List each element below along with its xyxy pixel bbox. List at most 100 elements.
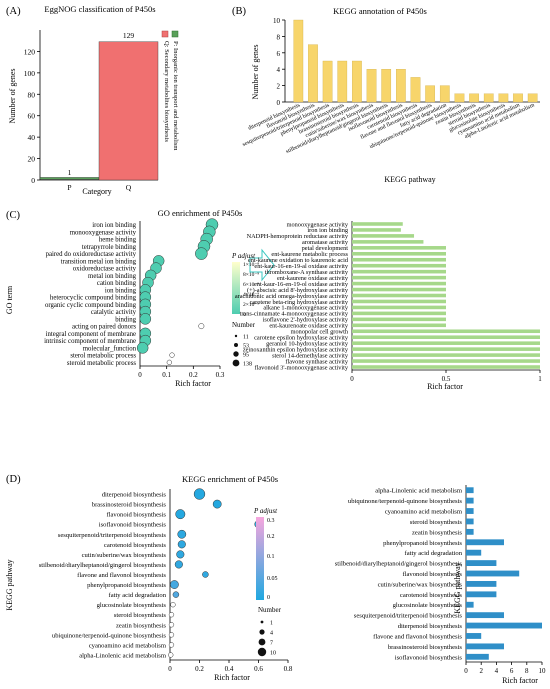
panel-c-colorbar — [232, 262, 240, 314]
d-colorbar-title: P adjust — [253, 507, 278, 515]
panel-c-right-xtick-label: 0 — [350, 375, 354, 383]
panel-d-pathway-label: ubiquinone/terpenoid-quinone biosynthesi… — [52, 632, 167, 639]
panel-c-right-bar — [352, 293, 446, 298]
panel-c-term-label: monooxygenase activity — [70, 229, 137, 236]
panel-d-right-category-label: sesquiterpenoid/triterpenoid biosynthesi… — [354, 613, 463, 620]
panel-d-bubble — [170, 580, 179, 589]
panel-c-right-category-label: geraniol 10-hydroxylase activity — [266, 340, 349, 347]
panel-c-right-bar — [352, 317, 446, 322]
panel-a-category-label: P — [67, 183, 71, 192]
panel-c-right-category-label: ent-kaurene metabolic process — [271, 251, 348, 258]
panel-c-right-bar — [352, 347, 540, 351]
panel-b-ytick-label: 2 — [277, 83, 281, 91]
panel-a: (A) EggNOG classification of P450s Numbe… — [6, 4, 179, 196]
panel-c-term-label: steroid metabolic process — [67, 360, 136, 367]
panel-c-right-category-label: monopolar cell growth — [291, 329, 349, 336]
panel-d-pathway-label: brassinosteroid biosynthesis — [92, 502, 167, 509]
panel-c-right-bar — [352, 234, 415, 238]
panel-d-xtick-label: 0.6 — [254, 665, 263, 673]
panel-d-pathway-label: isoflavonoid biosynthesis — [99, 522, 167, 529]
panel-b: (B) KEGG annotation of P450s Number of g… — [232, 6, 540, 184]
panel-d-bubble — [177, 529, 187, 539]
panel-d-size-legend-dot — [257, 647, 267, 657]
panel-c-xtick-label: 0.2 — [189, 371, 198, 379]
panel-d-right-category-label: cyanoamino acid metabolism — [385, 509, 463, 516]
panel-c-right-category-label: flavone synthase activity — [285, 358, 348, 365]
panel-d-right-category-label: glucosinolate biosynthesis — [393, 602, 463, 609]
panel-c-size-tick: 53 — [243, 344, 249, 350]
panel-d-right-bar — [466, 570, 520, 577]
panel-c-right-bar — [352, 305, 446, 310]
panel-b-xlabel: KEGG pathway — [384, 175, 435, 184]
panel-c-bubble — [195, 247, 208, 260]
panel-a-data-label: 1 — [68, 168, 72, 177]
panel-d-right-category-label: fatty acid degradation — [405, 550, 463, 557]
panel-c-right-bar — [352, 263, 446, 268]
panel-b-ylabel: Number of genes — [251, 44, 260, 99]
panel-b-title: KEGG annotation of P450s — [333, 6, 427, 16]
panel-d-right-xtick-label: 4 — [495, 667, 499, 675]
panel-a-ytick-label: 60 — [28, 112, 36, 121]
panel-a-label: (A) — [6, 6, 21, 17]
panel-d-bubble — [176, 550, 185, 559]
panel-c-size-tick: 11 — [243, 335, 249, 341]
panel-d-pathway-label: glucosinolate biosynthesis — [97, 602, 167, 609]
panel-d-pathway-label: phenylpropanoid biosynthesis — [87, 582, 166, 589]
panel-d-label: (D) — [6, 474, 21, 485]
panel-c-right-category-label: (+)-abscisic acid 8'-hydroxylase activit… — [247, 287, 349, 294]
panel-d-size-tick: 4 — [270, 631, 273, 637]
panel-d-colorbar-tick: 0.05 — [267, 576, 278, 582]
panel-d-right-bar — [466, 612, 504, 619]
panel-d-pathway-label: cutin/suberine/wax biosynthesis — [82, 552, 167, 559]
panel-d-pathway-label: fatty acid degradation — [109, 592, 167, 599]
panel-a-ytick-label: 20 — [28, 155, 36, 164]
panel-c-term-label: molecular_function — [83, 345, 137, 352]
panel-d-right-bar — [466, 622, 542, 629]
panel-c-right-xlabel: Rich factor — [427, 382, 463, 391]
panel-c-size-tick: 95 — [243, 353, 249, 359]
legend-label-q: Q: Secondary metabolites biosynthesis — [163, 41, 170, 142]
panel-c-right-bar — [352, 228, 401, 232]
panel-c-right-category-label: isoflavone 2'-hydroxylase activity — [263, 317, 349, 324]
panel-c-colorbar-tick: 2×10⁻⁹ — [243, 302, 259, 308]
panel-c-right-bar — [352, 299, 446, 304]
panel-c-right-bar — [352, 359, 540, 363]
panel-d-bubble — [168, 622, 175, 628]
panel-c-right-bar — [352, 353, 540, 357]
panel-c-right-category-label: flavonoid 3'-monooxygenase activity — [255, 364, 349, 371]
panel-c: (C) GO enrichment of P450s GO term Rich … — [5, 208, 542, 391]
legend-swatch-q — [161, 30, 169, 38]
panel-c-bubble — [198, 323, 205, 330]
panel-c-label: (C) — [6, 210, 21, 221]
panel-d-size-legend-dot — [258, 638, 266, 646]
panel-c-right-xtick-label: 0.5 — [442, 375, 451, 383]
panel-c-right-category-label: ent-kaur-16-en-19-ol oxidase activity — [254, 281, 349, 288]
panel-c-right-category-label: arachidonic acid omega-hydroxylase activ… — [235, 293, 349, 300]
panel-c-right-category-label: carotene beta-ring hydroxylase activity — [250, 299, 349, 306]
panel-d-xtick-label: 0.4 — [225, 665, 234, 673]
panel-c-size-legend-dot — [232, 359, 240, 367]
panel-a-category-label: Q — [126, 183, 132, 192]
panel-d-bubble — [172, 591, 180, 598]
panel-d-right-xtick-label: 8 — [525, 667, 529, 675]
panel-d-bubble — [175, 509, 186, 520]
panel-a-bar-p — [39, 177, 100, 180]
panel-c-right-category-label: carotene epsilon hydroxylase activity — [254, 335, 349, 342]
panel-b-bar — [396, 69, 406, 103]
panel-c-right-xtick-label: 1 — [538, 375, 542, 383]
panel-b-bar — [454, 93, 465, 103]
panel-c-right-category-label: aromatase activity — [302, 239, 349, 246]
panel-c-right-bar — [352, 281, 446, 286]
panel-c-right-bar — [352, 323, 446, 328]
panel-c-ylabel: GO term — [5, 285, 14, 314]
panel-c-size-legend-dot — [234, 343, 238, 347]
panel-d-right-xtick-label: 6 — [510, 667, 514, 675]
panel-d-bubble — [212, 499, 222, 509]
panel-c-xtick-label: 0.3 — [216, 371, 225, 379]
panel-b-label: (B) — [232, 6, 247, 17]
panel-c-term-label: binding — [115, 316, 136, 323]
panel-d-right-xlabel: Rich factor — [502, 676, 538, 685]
panel-c-right-category-label: ent-kaurenoate oxidase activity — [269, 323, 349, 330]
panel-c-right-category-label: ent-kaur-16-en-19-al oxidase activity — [254, 263, 348, 270]
panel-d-xlabel: Rich factor — [214, 673, 250, 682]
